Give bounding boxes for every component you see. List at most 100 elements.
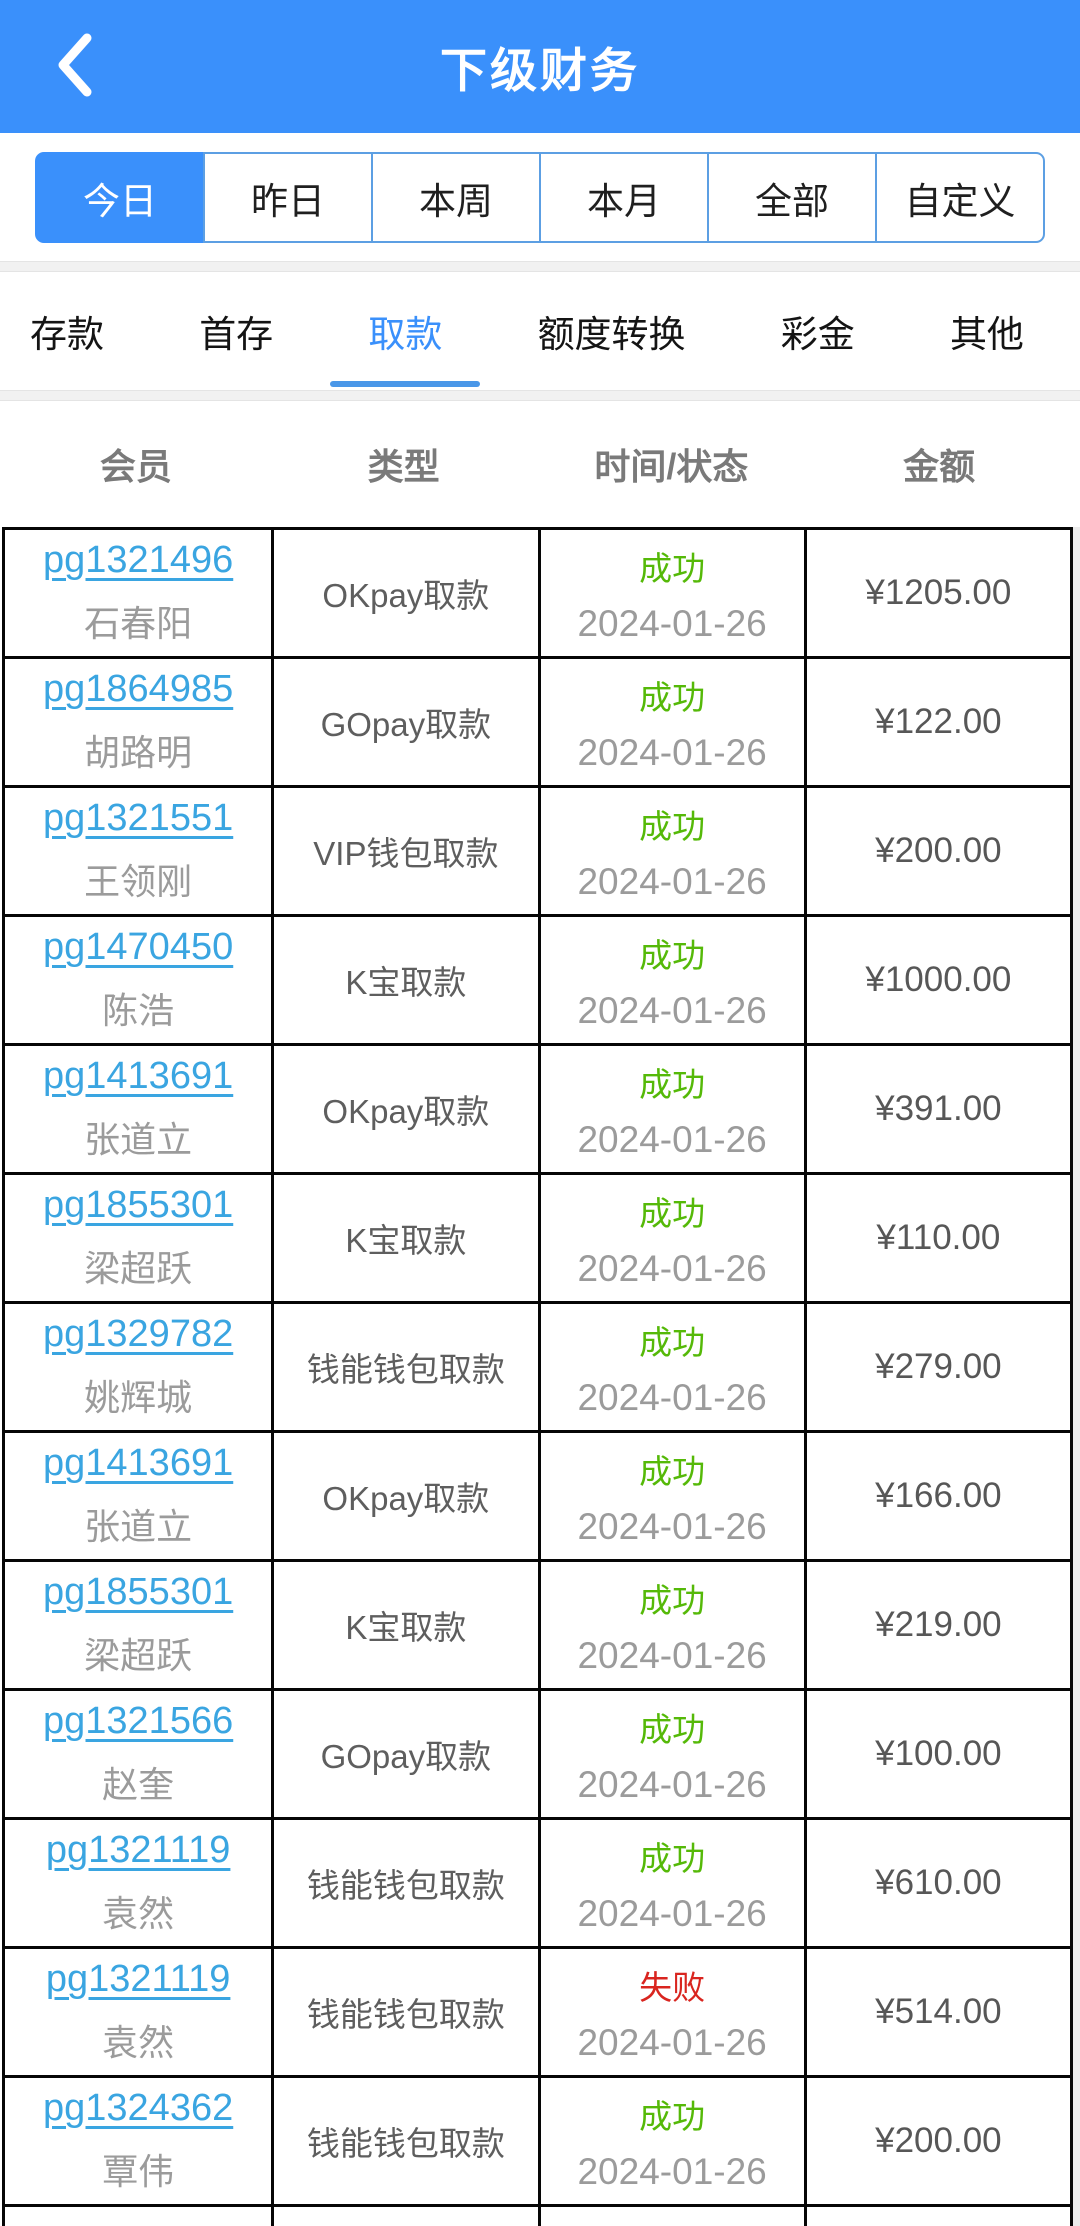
table-row: pg1321496 石春阳 OKpay取款 成功 2024-01-26 ¥120… [5, 530, 1070, 659]
category-tab-deposit[interactable]: 存款 [30, 272, 104, 390]
amount-cell: ¥610.00 [803, 1820, 1070, 1946]
member-id-link[interactable]: pg1413691 [43, 1055, 234, 1097]
transaction-type: GOpay取款 [320, 706, 492, 743]
member-id-link[interactable]: pg1324362 [43, 2087, 234, 2129]
member-id-link[interactable]: pg1321119 [45, 1958, 231, 2000]
transaction-amount: ¥1205.00 [865, 573, 1012, 612]
member-cell: pg1321566 赵奎 [5, 1691, 271, 1817]
member-name: 袁然 [102, 2022, 175, 2063]
member-name: 梁超跃 [84, 1248, 193, 1289]
type-cell: GOpay取款 [271, 659, 537, 785]
status-badge: 成功 [639, 1323, 706, 1361]
type-cell: OKpay取款 [271, 1433, 537, 1559]
member-id-link[interactable]: pg1321551 [43, 797, 234, 839]
member-name: 胡路明 [84, 732, 193, 773]
range-tab-this-week[interactable]: 本周 [371, 152, 541, 243]
time-status-cell: 失败 2024-01-26 [537, 1949, 804, 2075]
category-tab-first-deposit[interactable]: 首存 [199, 272, 273, 390]
column-header-amount: 金额 [903, 446, 976, 487]
member-id-link[interactable]: pg1329782 [43, 1313, 234, 1355]
category-tab-bonus[interactable]: 彩金 [781, 272, 855, 390]
category-tab-label: 取款 [368, 314, 443, 355]
transaction-amount: ¥100.00 [875, 1734, 1002, 1773]
transaction-amount: ¥279.00 [875, 1347, 1002, 1386]
transaction-type: 钱能钱包取款 [306, 1351, 505, 1388]
transaction-type: 钱能钱包取款 [306, 1867, 505, 1904]
category-tab-label: 其他 [949, 314, 1024, 355]
transaction-amount: ¥391.00 [875, 1089, 1002, 1128]
back-button[interactable] [44, 27, 104, 107]
amount-cell: ¥1205.00 [803, 530, 1070, 656]
member-id-link[interactable]: pg1413691 [43, 1442, 234, 1484]
amount-cell: ¥391.00 [803, 1046, 1070, 1172]
transaction-date: 2024-01-26 [577, 731, 767, 773]
page-title: 下级财务 [440, 44, 640, 97]
member-cell: pg1470450 陈浩 [5, 917, 271, 1043]
member-cell: pg1864985 胡路明 [5, 659, 271, 785]
transaction-type: 钱能钱包取款 [306, 2125, 505, 2162]
member-id-link[interactable]: pg1855301 [43, 1571, 234, 1613]
transaction-type: 钱能钱包取款 [306, 1996, 505, 2033]
table-row: pg1413691 张道立 OKpay取款 成功 2024-01-26 ¥391… [5, 1046, 1070, 1175]
member-id-link[interactable]: pg1470450 [43, 926, 234, 968]
member-cell: pg1329782 姚辉城 [5, 1304, 271, 1430]
time-status-cell: 成功 2024-01-26 [537, 659, 804, 785]
column-header-time-status: 时间/状态 [594, 446, 749, 487]
member-id-link[interactable]: pg1855301 [43, 1184, 234, 1226]
time-status-cell: 成功 2024-01-26 [537, 917, 804, 1043]
transaction-date: 2024-01-26 [577, 989, 767, 1031]
status-badge: 成功 [639, 549, 706, 587]
amount-cell: ¥100.00 [803, 1691, 1070, 1817]
amount-cell: ¥122.00 [803, 659, 1070, 785]
transaction-type: VIP钱包取款 [313, 835, 499, 872]
member-cell: pg1413691 张道立 [5, 1433, 271, 1559]
status-badge: 成功 [639, 2097, 706, 2135]
range-tab-all[interactable]: 全部 [707, 152, 877, 243]
range-tab-today[interactable]: 今日 [35, 152, 205, 243]
table-row: pg1864985 胡路明 GOpay取款 成功 2024-01-26 ¥122… [5, 659, 1070, 788]
transaction-date: 2024-01-26 [577, 1763, 767, 1805]
category-tab-other[interactable]: 其他 [950, 272, 1024, 390]
range-tab-yesterday[interactable]: 昨日 [203, 152, 373, 243]
category-tab-quota-transfer[interactable]: 额度转换 [538, 272, 686, 390]
type-cell: VIP钱包取款 [271, 788, 537, 914]
member-name: 陈浩 [102, 990, 175, 1031]
transaction-amount: ¥200.00 [875, 2121, 1002, 2160]
transaction-amount: ¥219.00 [875, 1605, 1002, 1644]
table-row: pg1470450 陈浩 K宝取款 成功 2024-01-26 ¥1000.00 [5, 917, 1070, 1046]
member-id-link[interactable]: pg1864985 [43, 668, 234, 710]
transaction-date: 2024-01-26 [577, 1247, 767, 1289]
transaction-amount: ¥110.00 [876, 1218, 1001, 1257]
range-tab-custom[interactable]: 自定义 [875, 152, 1045, 243]
time-status-cell: 成功 2024-01-26 [537, 1820, 804, 1946]
time-status-cell: 成功 2024-01-26 [537, 1562, 804, 1688]
member-cell: pg1324362 覃伟 [5, 2078, 271, 2204]
amount-cell: ¥1000.00 [803, 917, 1070, 1043]
table-row: pg1321119 袁然 钱能钱包取款 失败 2024-01-26 ¥514.0… [5, 1949, 1070, 2078]
table-row: pg1855301 梁超跃 K宝取款 成功 2024-01-26 ¥219.00 [5, 1562, 1070, 1691]
member-cell: pg1321496 石春阳 [5, 530, 271, 656]
transaction-type: K宝取款 [345, 1222, 467, 1259]
table-row: pg1413691 张道立 OKpay取款 成功 2024-01-26 ¥166… [5, 1433, 1070, 1562]
type-cell: K宝取款 [271, 917, 537, 1043]
transaction-type: OKpay取款 [322, 1093, 490, 1130]
transaction-date: 2024-01-26 [577, 1892, 767, 1934]
status-badge: 成功 [639, 1710, 706, 1748]
category-tabs: 存款 首存 取款 额度转换 彩金 其他 [0, 272, 1080, 390]
type-cell: OKpay取款 [271, 530, 537, 656]
transaction-date: 2024-01-26 [577, 1118, 767, 1160]
scrollbar-track[interactable] [1073, 527, 1080, 2226]
member-id-link[interactable]: pg1321496 [43, 539, 234, 581]
category-tab-label: 彩金 [780, 314, 855, 355]
member-cell: pg1855301 梁超跃 [5, 1175, 271, 1301]
member-name: 张道立 [84, 1506, 193, 1547]
time-status-cell: 成功 2024-01-26 [537, 2078, 804, 2204]
member-id-link[interactable]: pg1321566 [43, 1700, 234, 1742]
transaction-date: 2024-01-26 [577, 1376, 767, 1418]
type-cell [271, 2207, 537, 2226]
category-tab-withdraw[interactable]: 取款 [368, 272, 442, 390]
range-tab-this-month[interactable]: 本月 [539, 152, 709, 243]
member-cell [5, 2207, 271, 2226]
member-id-link[interactable]: pg1321119 [45, 1829, 231, 1871]
table-row: pg1324362 覃伟 钱能钱包取款 成功 2024-01-26 ¥200.0… [5, 2078, 1070, 2207]
